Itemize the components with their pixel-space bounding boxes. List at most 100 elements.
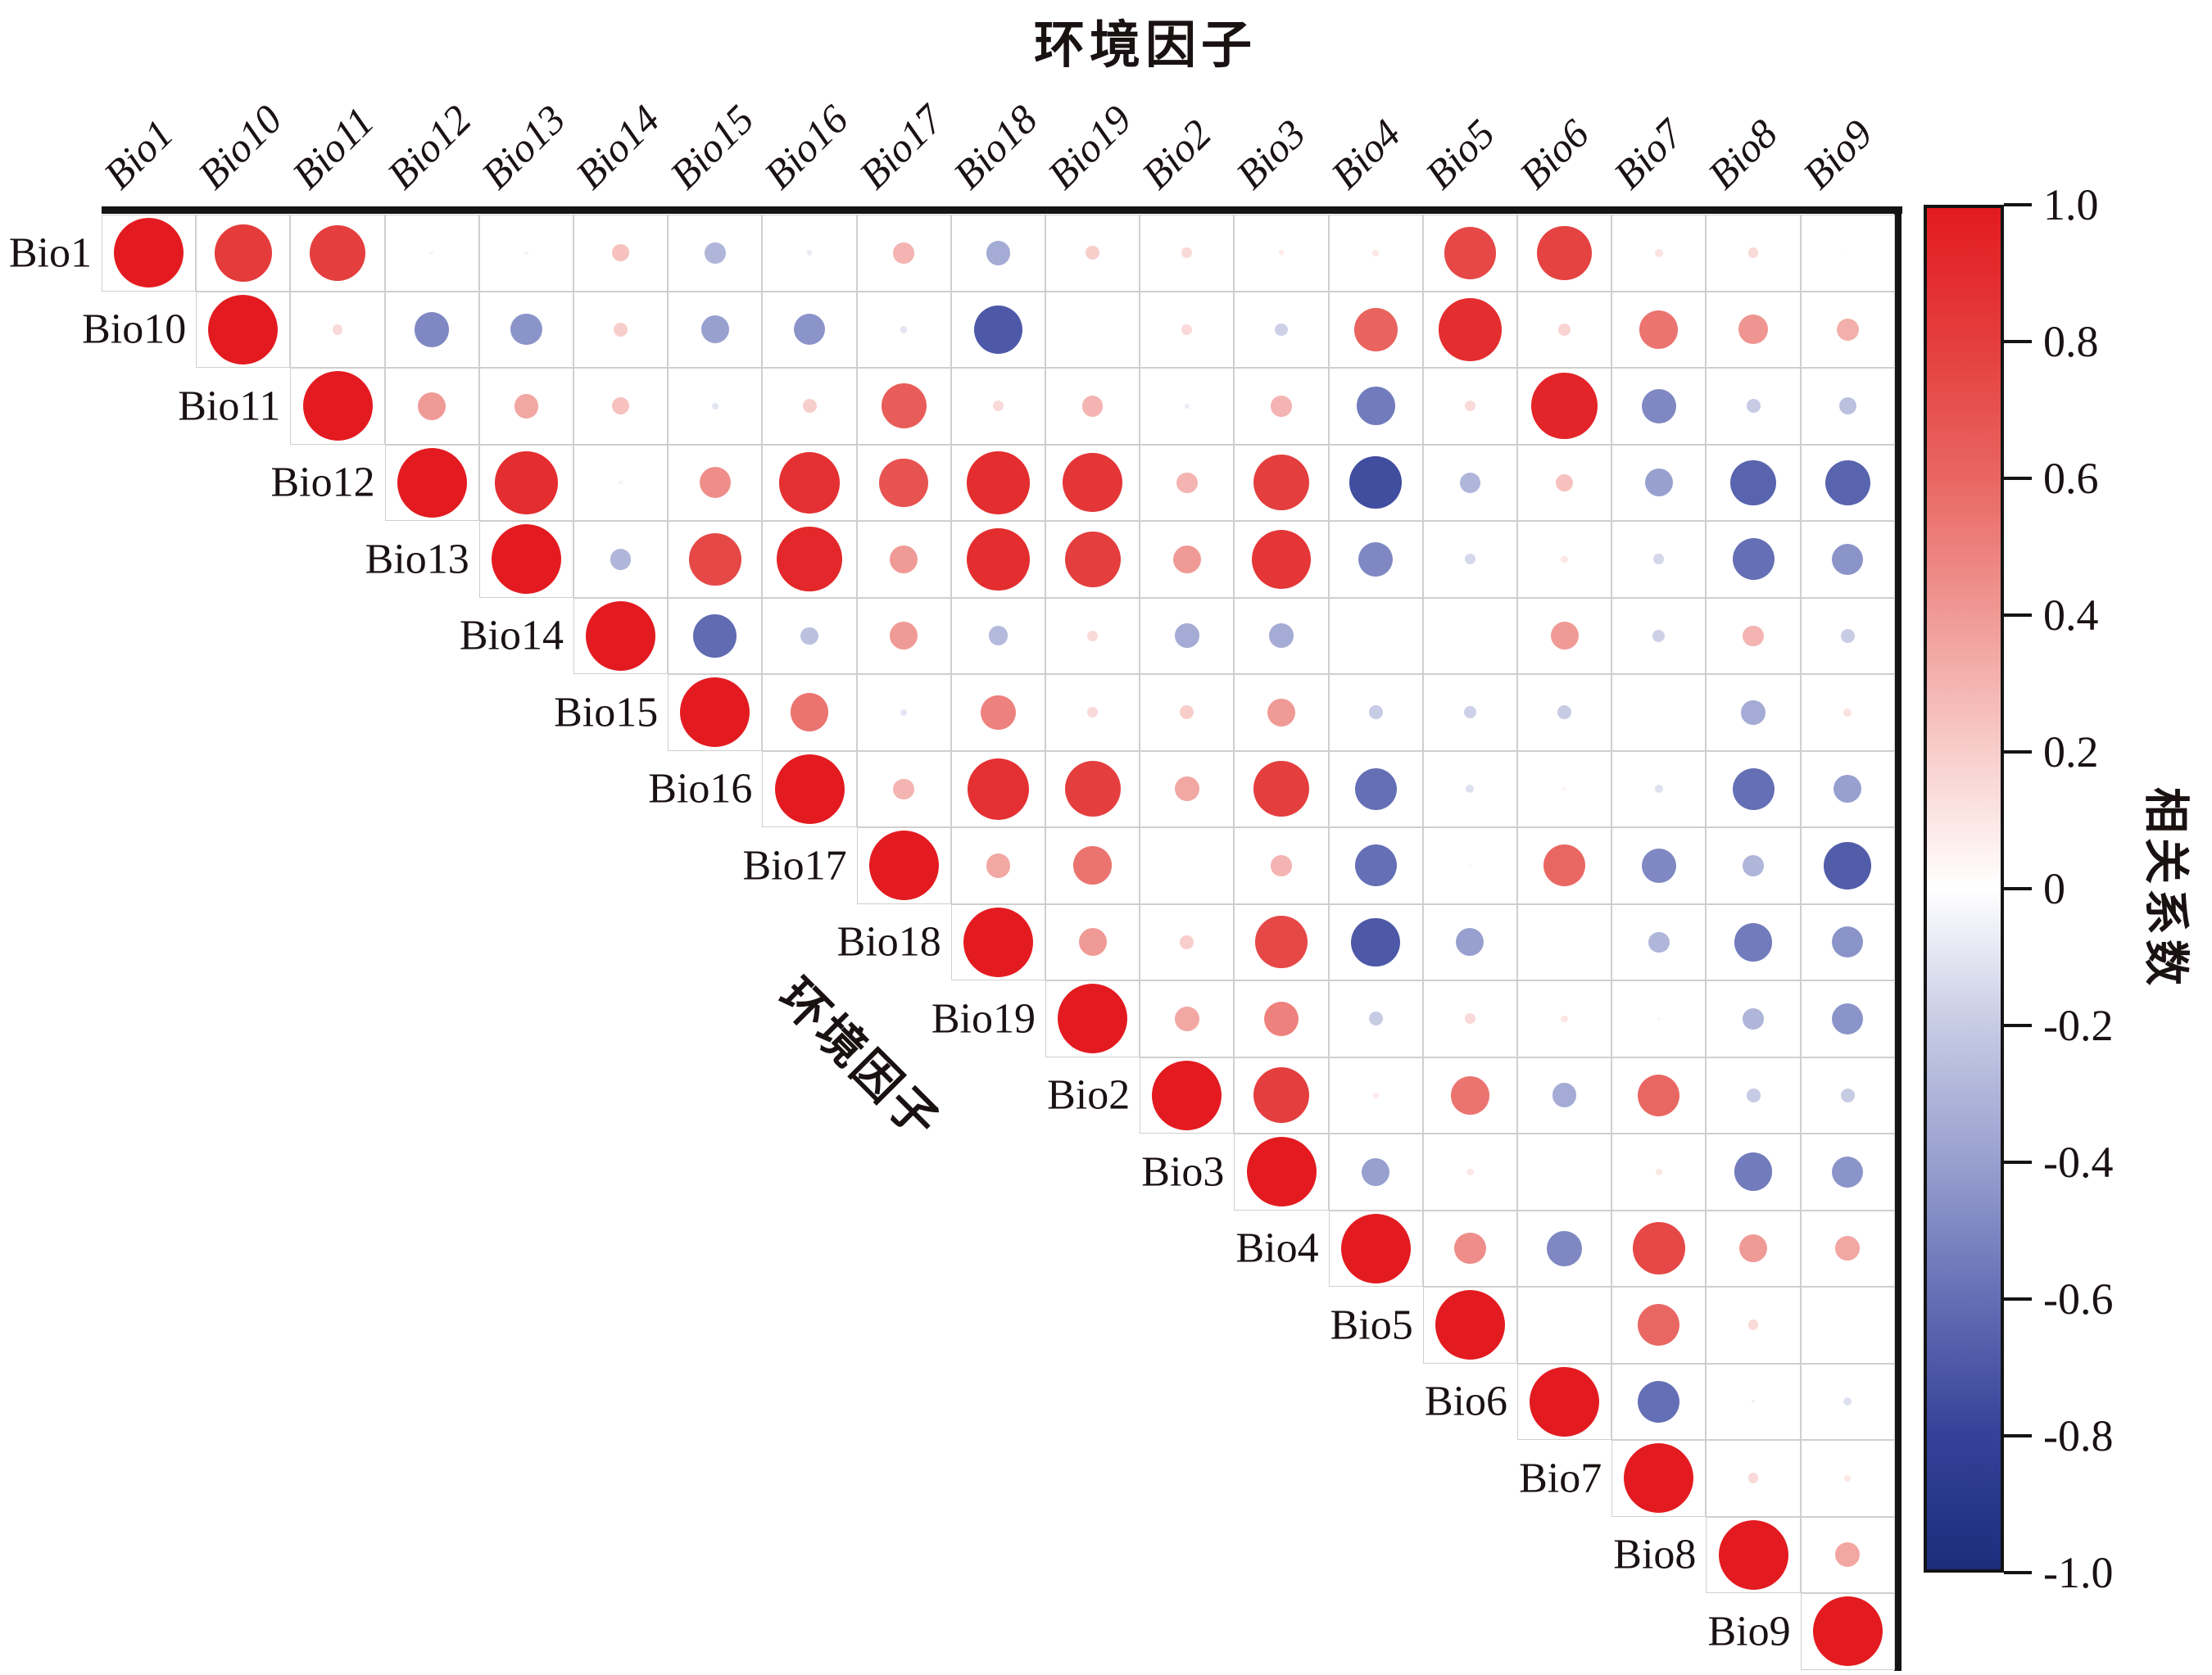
corr-circle xyxy=(1832,1003,1864,1034)
corr-circle xyxy=(1563,1170,1566,1173)
corr-circle xyxy=(1824,459,1870,505)
corr-circle xyxy=(1641,848,1677,883)
colorbar-tick xyxy=(2004,1434,2032,1437)
corr-circle xyxy=(1557,705,1572,720)
row-label-bio4: Bio4 xyxy=(1235,1225,1319,1272)
col-label-bio14: Bio14 xyxy=(566,96,669,198)
corr-circle xyxy=(1362,1157,1390,1186)
corr-circle xyxy=(414,312,450,347)
corr-circle xyxy=(699,467,731,499)
corr-circle xyxy=(1648,931,1670,953)
corr-circle xyxy=(1846,251,1849,255)
corr-circle xyxy=(1824,841,1872,890)
corr-circle xyxy=(1739,1234,1767,1263)
corr-circle xyxy=(1835,1542,1861,1568)
corr-circle xyxy=(693,613,737,658)
col-label-bio1: Bio1 xyxy=(94,110,183,198)
corr-circle xyxy=(968,758,1029,820)
corr-circle xyxy=(1465,554,1475,565)
corr-circle xyxy=(610,549,632,570)
corr-circle xyxy=(1086,246,1100,260)
corr-circle xyxy=(1732,767,1775,810)
corr-circle xyxy=(1746,1088,1761,1102)
matrix-right-frame-line xyxy=(1894,206,1902,1671)
corr-circle xyxy=(1356,387,1395,426)
row-label-bio12: Bio12 xyxy=(270,459,375,506)
corr-circle xyxy=(1073,846,1112,885)
colorbar-tick-label: 0.6 xyxy=(2043,454,2099,503)
corr-circle xyxy=(993,401,1004,412)
colorbar-tick-label: 1.0 xyxy=(2043,180,2099,229)
corr-circle xyxy=(1078,928,1107,957)
row-label-bio8: Bio8 xyxy=(1613,1531,1697,1578)
corr-circle xyxy=(1087,707,1098,718)
corr-circle xyxy=(1832,1156,1864,1188)
corr-circle xyxy=(1653,554,1665,565)
corr-circle xyxy=(1263,1001,1299,1036)
corr-circle xyxy=(418,392,446,420)
colorbar-tick xyxy=(2004,1297,2032,1301)
col-label-bio10: Bio10 xyxy=(188,96,291,198)
row-label-bio3: Bio3 xyxy=(1141,1148,1225,1196)
x-axis-title: 环境因子 xyxy=(1033,18,1258,74)
corr-circle xyxy=(586,600,656,671)
row-label-bio5: Bio5 xyxy=(1330,1302,1413,1349)
row-label-bio1: Bio1 xyxy=(8,229,92,277)
corr-circle xyxy=(1555,473,1574,491)
corr-circle xyxy=(1834,775,1862,804)
corr-circle xyxy=(806,250,813,256)
corr-circle xyxy=(711,402,719,410)
corr-circle xyxy=(1552,1083,1577,1108)
corr-circle xyxy=(1638,1380,1680,1423)
corr-circle xyxy=(1181,324,1193,335)
matrix-top-frame-line xyxy=(102,206,1902,214)
row-label-bio18: Bio18 xyxy=(836,918,941,966)
corr-circle xyxy=(1180,705,1194,720)
col-label-bio6: Bio6 xyxy=(1510,110,1598,198)
corr-circle xyxy=(611,397,630,415)
colorbar-tick xyxy=(2004,887,2032,890)
corr-circle xyxy=(967,451,1030,514)
corr-cell-bio12-bio15 xyxy=(668,444,763,521)
corr-circle xyxy=(881,383,927,429)
colorbar-tick xyxy=(2004,477,2032,480)
col-label-bio17: Bio17 xyxy=(850,96,952,198)
corr-circle xyxy=(1358,541,1394,577)
col-label-bio2: Bio2 xyxy=(1132,110,1221,198)
row-label-bio13: Bio13 xyxy=(365,536,469,583)
corr-circle xyxy=(514,393,539,419)
corr-circle xyxy=(1354,844,1397,887)
corr-circle xyxy=(1654,248,1663,257)
col-label-bio3: Bio3 xyxy=(1227,110,1315,198)
corr-cell-bio15-bio6 xyxy=(1517,674,1612,751)
corr-circle xyxy=(1058,984,1128,1054)
corr-circle xyxy=(619,481,623,485)
corr-circle xyxy=(1530,1366,1600,1437)
row-label-bio15: Bio15 xyxy=(554,689,659,736)
corr-circle xyxy=(1463,706,1477,719)
corr-circle xyxy=(1550,622,1579,650)
corr-circle xyxy=(1465,401,1475,412)
corr-circle xyxy=(1271,855,1292,876)
corr-circle xyxy=(1747,1473,1759,1484)
corr-circle xyxy=(802,399,817,414)
corr-circle xyxy=(1543,844,1586,887)
corr-circle xyxy=(1181,247,1193,259)
corr-circle xyxy=(114,218,184,288)
corr-circle xyxy=(1718,1519,1788,1590)
corr-circle xyxy=(879,458,928,507)
corr-circle xyxy=(214,224,272,282)
corr-circle xyxy=(611,244,630,262)
corr-circle xyxy=(1176,472,1198,493)
corr-circle xyxy=(777,527,842,592)
corr-circle xyxy=(1632,1222,1685,1275)
colorbar-tick-label: -1.0 xyxy=(2043,1548,2114,1597)
corr-circle xyxy=(986,853,1011,878)
corr-circle xyxy=(793,314,826,346)
corr-circle xyxy=(1655,1168,1663,1175)
colorbar-tick xyxy=(2004,1024,2032,1027)
corr-circle xyxy=(1743,1008,1764,1030)
corr-circle xyxy=(1746,399,1761,414)
corr-cell-bio17-bio2 xyxy=(1140,827,1235,904)
corr-circle xyxy=(1835,1236,1861,1261)
